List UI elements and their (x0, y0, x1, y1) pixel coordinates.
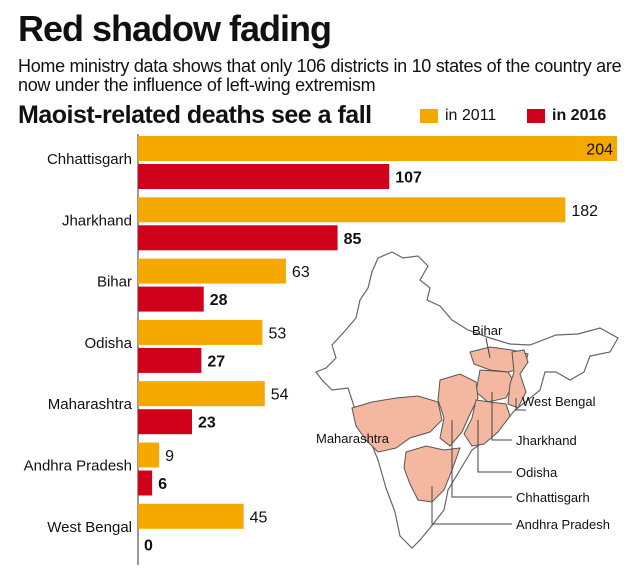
bar-bihar-in-2011 (138, 258, 286, 284)
category-label-maharashtra: Maharashtra (48, 396, 133, 413)
data-label-chhattisgarh-in-2016: 107 (395, 170, 422, 187)
map-region-maharashtra (351, 395, 443, 453)
data-label-jharkhand-in-2011: 182 (571, 203, 598, 220)
map-region-andhra-pradesh (403, 445, 461, 503)
bar-maharashtra-in-2011 (138, 381, 265, 407)
legend-label-2016: in 2016 (552, 107, 607, 124)
map-region-odisha (463, 399, 511, 447)
map-label-andhra-pradesh: Andhra Pradesh (516, 517, 610, 532)
legend-swatch-2016 (527, 109, 545, 123)
map-label-maharashtra: Maharashtra (316, 431, 390, 446)
bar-chhattisgarh-in-2016 (138, 164, 390, 189)
data-label-jharkhand-in-2016: 85 (344, 231, 362, 248)
map-label-bihar: Bihar (472, 323, 503, 338)
bar-odisha-in-2011 (138, 319, 263, 345)
legend-label-2011: in 2011 (445, 107, 497, 124)
bar-andhra-pradesh-in-2011 (138, 442, 160, 468)
category-label-chhattisgarh: Chhattisgarh (47, 151, 132, 168)
data-label-maharashtra-in-2016: 23 (198, 415, 216, 432)
data-label-west-bengal-in-2016: 0 (144, 537, 153, 554)
data-label-chhattisgarh-in-2011: 204 (586, 142, 613, 159)
chart-main-title: Red shadow fading (18, 8, 332, 49)
category-label-andhra-pradesh: Andhra Pradesh (24, 458, 132, 475)
category-label-west-bengal: West Bengal (47, 519, 132, 536)
data-label-west-bengal-in-2011: 45 (250, 509, 268, 526)
map-region-chhattisgarh (437, 373, 479, 447)
legend-item-2011: in 2011 (420, 106, 496, 126)
bar-odisha-in-2016 (138, 347, 202, 373)
legend-swatch-2011 (420, 109, 438, 123)
map-label-chhattisgarh: Chhattisgarh (516, 490, 590, 505)
bar-jharkhand-in-2011 (138, 197, 566, 223)
data-label-bihar-in-2016: 28 (210, 292, 228, 309)
data-label-odisha-in-2016: 27 (207, 353, 225, 370)
data-label-andhra-pradesh-in-2011: 9 (165, 448, 174, 465)
data-label-maharashtra-in-2011: 54 (271, 387, 289, 404)
category-label-jharkhand: Jharkhand (62, 212, 132, 229)
map-label-west-bengal: West Bengal (522, 394, 596, 409)
category-label-odisha: Odisha (84, 335, 132, 352)
chart-title: Maoist-related deaths see a fall (18, 101, 372, 129)
data-label-odisha-in-2011: 53 (268, 325, 286, 342)
map-label-odisha: Odisha (516, 465, 558, 480)
bar-jharkhand-in-2016 (138, 225, 338, 251)
bar-andhra-pradesh-in-2016 (138, 470, 153, 496)
data-label-andhra-pradesh-in-2016: 6 (158, 476, 167, 493)
chart-subtitle: Home ministry data shows that only 106 d… (18, 56, 622, 95)
bar-chhattisgarh-in-2011 (138, 136, 617, 161)
data-label-bihar-in-2011: 63 (292, 264, 310, 281)
map-label-jharkhand: Jharkhand (516, 433, 577, 448)
legend-item-2016: in 2016 (527, 106, 606, 126)
category-label-bihar: Bihar (97, 274, 132, 291)
bar-bihar-in-2016 (138, 286, 204, 312)
bar-maharashtra-in-2016 (138, 409, 193, 435)
bar-west-bengal-in-2011 (138, 503, 244, 529)
map-region-west-bengal (507, 349, 529, 409)
